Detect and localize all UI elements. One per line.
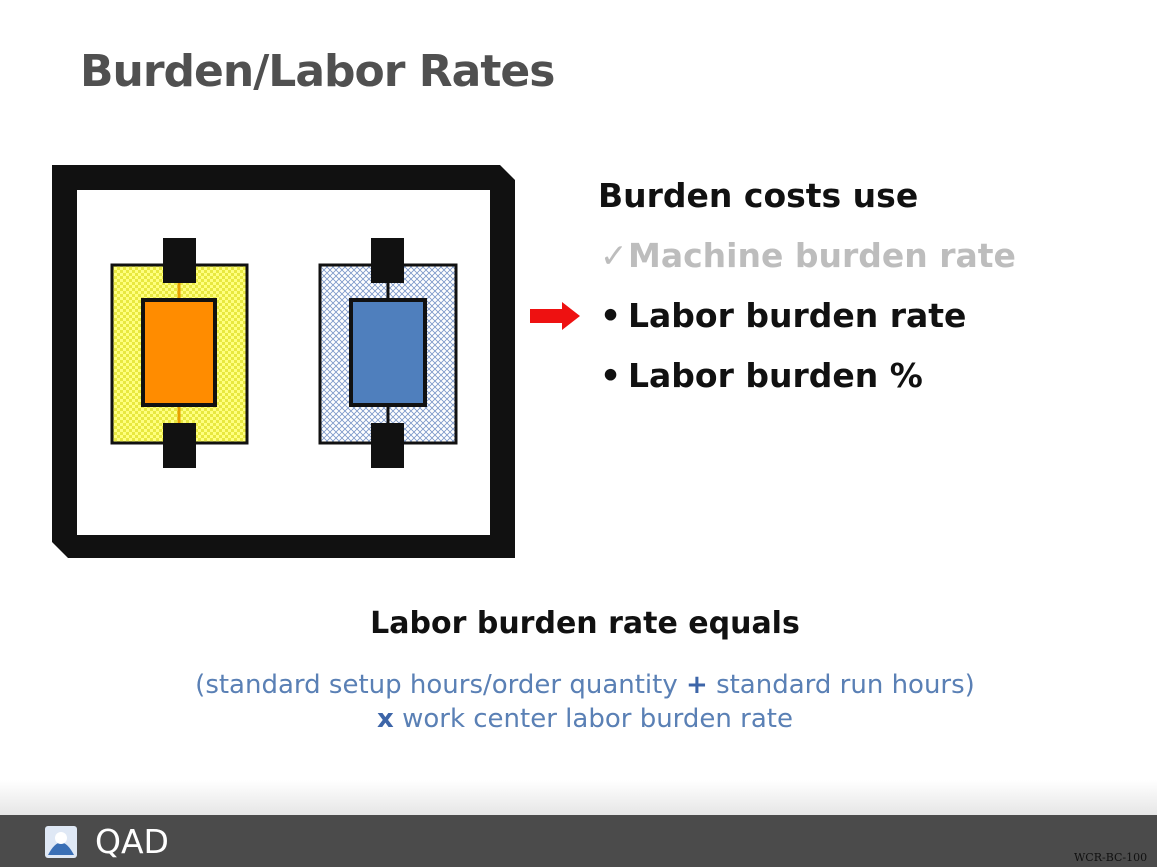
list-text: Machine burden rate	[628, 236, 1016, 275]
list-marker: ✓	[600, 236, 628, 275]
list-marker: •	[600, 296, 628, 335]
formula-text: work center labor burden rate	[402, 704, 793, 734]
list-item: ✓Machine burden rate	[600, 236, 1016, 275]
formula-heading: Labor burden rate equals	[0, 606, 1157, 641]
list-marker: •	[600, 356, 628, 395]
formula-text: (standard setup hours/order quantity	[195, 670, 678, 700]
slide: Burden/Labor Rates Burden costs use Labo…	[0, 0, 1157, 867]
slide-code: WCR-BC-100	[1074, 851, 1147, 864]
list-item: •Labor burden %	[600, 356, 923, 395]
formula-line: (standard setup hours/order quantity + s…	[0, 670, 1157, 700]
formula-line: x work center labor burden rate	[0, 704, 1157, 734]
list-item: •Labor burden rate	[600, 296, 966, 335]
list-text: Labor burden rate	[628, 296, 966, 335]
list-text: Labor burden %	[628, 356, 923, 395]
list-heading: Burden costs use	[598, 176, 918, 215]
logo-text: QAD	[95, 822, 169, 861]
formula-operator: +	[686, 670, 708, 700]
formula-operator: x	[377, 704, 394, 734]
formula-text: standard run hours)	[716, 670, 975, 700]
diagram	[0, 0, 1157, 867]
